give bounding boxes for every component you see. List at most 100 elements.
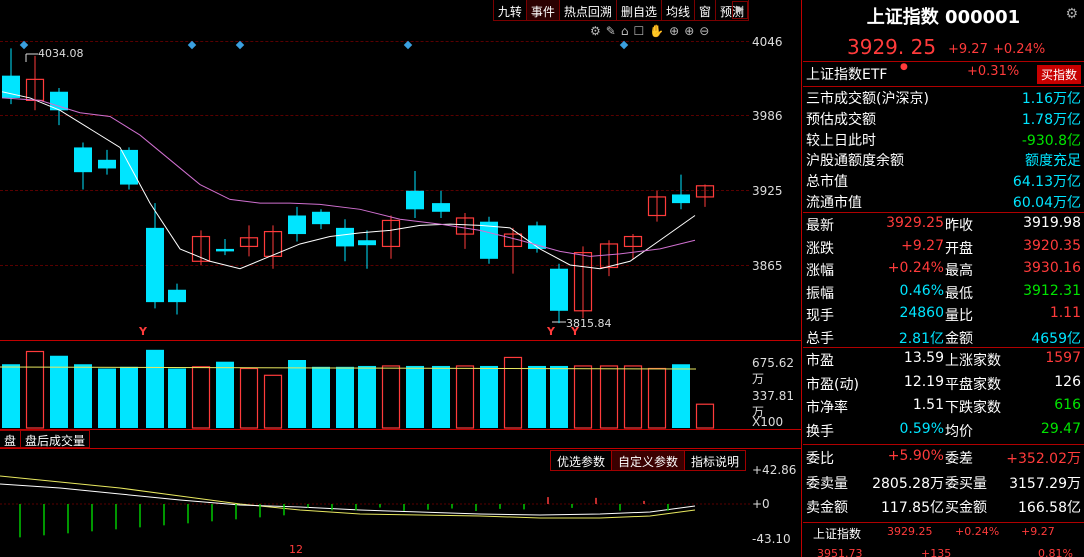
price-tick-4046: 4046: [752, 35, 783, 49]
tab-after-hours-volume[interactable]: 盘后成交量: [20, 430, 91, 448]
grid-line: [0, 265, 749, 266]
panel-divider: [0, 448, 802, 449]
etf-row[interactable]: 上证指数ETF ● +0.31% 买指数: [803, 62, 1084, 85]
volume-bar-down: [98, 368, 116, 428]
market-label: 流通市值: [806, 195, 862, 211]
quote-label-left: 涨跌: [806, 240, 834, 257]
event-marker-icon: [619, 40, 629, 50]
candle-body-down: [2, 75, 20, 98]
volume-bar-down: [672, 364, 690, 428]
event-marker-icon: [19, 40, 29, 50]
orders-row: 委比 +5.90% 委差 +352.02万: [803, 448, 1084, 469]
stats-label-left: 市盈: [806, 353, 834, 369]
volume-tabs: 盘 盘后成交量: [0, 430, 91, 448]
divider: [803, 61, 1084, 62]
orders-label-right: 委买量: [945, 475, 987, 492]
volume-bar-down: [146, 349, 164, 428]
candle-body-down: [120, 149, 138, 185]
orders-row: 委卖量 2805.28万 委买量 3157.29万: [803, 473, 1084, 494]
quote-label-right: 量比: [945, 308, 973, 324]
market-row: 沪股通额度余额 额度充足: [803, 150, 1084, 171]
stats-label-left: 市盈(动): [806, 376, 859, 393]
buy-index-button[interactable]: 买指数: [1036, 65, 1081, 84]
quote-value-left: +9.27: [901, 237, 944, 254]
zoom-plus-icon[interactable]: ⊕: [669, 24, 680, 38]
stats-value-left: 12.19: [903, 373, 944, 390]
zoom-out-icon[interactable]: ⊖: [699, 24, 710, 38]
toolbar-forecast[interactable]: 预测: [714, 0, 749, 21]
volume-bar-down: [50, 355, 68, 428]
volume-bar-up: [263, 374, 283, 429]
candle-body-down: [146, 227, 164, 303]
chart-area[interactable]: 九转 事件 热点回溯 删自选 均线 窗 预测 ▶ ⚙ ✎ ⌂ ☐ ✋ ⊕ ⊕ ⊖…: [0, 0, 802, 557]
quote-panel: 上证指数 000001 ⚙ 3929. 25 +9.27 +0.24% 上证指数…: [803, 0, 1084, 557]
stats-value-right: 29.47: [1040, 420, 1081, 437]
tab-indicator-help[interactable]: 指标说明: [683, 450, 746, 471]
ticker-row[interactable]: 上证指数 3929.25 +0.24% +9.27: [803, 525, 1084, 544]
quote-label-right: 最高: [945, 263, 973, 279]
divider: [803, 522, 1084, 523]
volume-bar-down: [336, 366, 354, 428]
grid-line: [0, 115, 749, 116]
candle-body-down: [480, 221, 498, 259]
candle-body-up: [623, 235, 643, 248]
market-row: 流通市值 60.04万亿: [803, 192, 1084, 213]
price-tick-3925: 3925: [752, 184, 783, 198]
tab-custom-params[interactable]: 自定义参数: [610, 450, 685, 471]
divider: [803, 347, 1084, 348]
settings-icon[interactable]: ⚙: [590, 24, 601, 38]
quote-value-right: 3920.35: [1023, 237, 1081, 254]
zoom-in-icon[interactable]: ⊕: [684, 24, 695, 38]
volume-bar-down: [480, 365, 498, 428]
candle-body-up: [647, 196, 667, 217]
candle-body-up: [191, 235, 211, 262]
volume-bar-down: [120, 366, 138, 428]
draw-icon[interactable]: ✎: [605, 24, 616, 38]
market-row: 预估成交额 1.78万亿: [803, 109, 1084, 130]
tab-preferred-params[interactable]: 优选参数: [549, 450, 612, 471]
quote-value-right: 3912.31: [1023, 282, 1081, 299]
stats-row: 市净率 1.51 下跌家数 616: [803, 397, 1084, 418]
indicator-line-dif: [0, 483, 696, 516]
quote-row: 振幅 0.46% 最低 3912.31: [803, 283, 1084, 304]
tab-intraday[interactable]: 盘: [0, 430, 22, 448]
home-icon[interactable]: ⌂: [620, 24, 629, 38]
nine-turn-mark: Y: [547, 325, 555, 338]
stats-value-right: 126: [1054, 373, 1081, 390]
volume-bar-down: [406, 365, 424, 428]
indicator-tabs: 优选参数 自定义参数 指标说明: [549, 450, 746, 471]
hand-icon[interactable]: ✋: [649, 24, 665, 38]
candle-body-down: [216, 248, 234, 252]
ticker-next-price: 3951.73: [817, 547, 863, 557]
candle-body-up: [695, 185, 715, 198]
market-label: 三市成交额(沪深京): [806, 91, 929, 107]
quote-row: 最新 3929.25 昨收 3919.98: [803, 215, 1084, 236]
orders-value-right: 3157.29万: [1009, 475, 1081, 492]
market-value: 1.16万亿: [1021, 91, 1081, 107]
quote-label-left: 现手: [806, 308, 834, 324]
volume-bar-down: [528, 365, 546, 428]
ticker-row-next[interactable]: 3951.73 +135 0.81%: [803, 546, 1084, 557]
quote-value-left: 0.46%: [899, 282, 944, 299]
price-change: +9.27: [948, 42, 988, 57]
market-value: 60.04万亿: [1012, 195, 1081, 211]
candle-body-up: [263, 230, 283, 257]
market-label: 预估成交额: [806, 111, 876, 128]
volume-bar-down: [432, 365, 450, 428]
volume-tick-high: 675.62万: [752, 356, 794, 386]
quote-label-right: 金额: [945, 330, 973, 347]
settings-icon[interactable]: ⚙: [1065, 6, 1078, 22]
quote-value-left: 24860: [899, 305, 944, 321]
volume-bar-down: [550, 365, 568, 428]
stats-label-right: 均价: [945, 423, 973, 440]
quote-value-right: 4659亿: [1031, 330, 1081, 347]
market-value: 1.78万亿: [1021, 111, 1081, 128]
chart-tools: ⚙ ✎ ⌂ ☐ ✋ ⊕ ⊕ ⊖: [590, 24, 709, 38]
stats-value-left: 13.59: [903, 350, 944, 366]
divider: [803, 212, 1084, 213]
market-value: 额度充足: [1025, 153, 1081, 170]
orders-label-left: 委卖量: [806, 475, 848, 492]
collapse-panel-icon[interactable]: ▶: [732, 1, 748, 19]
stats-value-right: 1597: [1045, 350, 1081, 366]
box-icon[interactable]: ☐: [633, 24, 645, 38]
